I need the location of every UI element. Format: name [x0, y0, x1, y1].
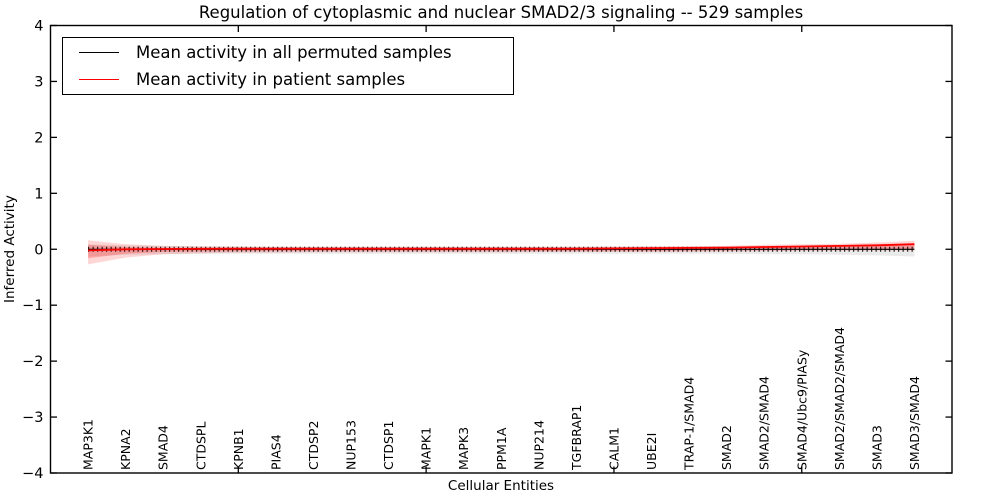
y-tick-label: −4: [22, 466, 43, 482]
x-category-label: MAPK3: [456, 427, 471, 470]
x-category-label: CTDSPL: [193, 422, 208, 470]
x-category-label: SMAD3: [869, 425, 884, 470]
x-category-label: SMAD3/SMAD4: [907, 376, 922, 470]
patient-line-swatch: [79, 79, 119, 81]
x-category-label: PPM1A: [494, 427, 509, 470]
x-category-label: SMAD4: [156, 425, 171, 470]
x-category-label: NUP214: [531, 420, 546, 470]
patient-band-outer: [88, 240, 915, 265]
y-tick-label: −2: [22, 354, 43, 370]
x-category-label: SMAD2/SMAD4: [757, 376, 772, 470]
y-tick-label: 4: [34, 19, 43, 35]
permuted-line-swatch: [79, 51, 119, 53]
y-tick-label: 2: [34, 130, 43, 146]
x-category-label: KPNA2: [118, 428, 133, 470]
legend: Mean activity in all permuted samples Me…: [62, 37, 514, 95]
patient-band-inner: [88, 243, 915, 259]
legend-item-patient: Mean activity in patient samples: [63, 67, 513, 93]
y-tick-label: −3: [22, 410, 43, 426]
x-category-label: SMAD2/SMAD2/SMAD4: [832, 327, 847, 470]
y-tick-label: −1: [22, 298, 43, 314]
legend-label-patient: Mean activity in patient samples: [136, 70, 406, 90]
x-category-label: TGFBRAP1: [569, 405, 584, 471]
x-axis-label: Cellular Entities: [447, 478, 555, 494]
x-category-label: TRAP-1/SMAD4: [682, 377, 697, 471]
x-category-label: NUP153: [344, 420, 359, 470]
x-category-label: CTDSP1: [381, 421, 396, 470]
x-category-label: CTDSP2: [306, 421, 321, 470]
legend-item-permuted: Mean activity in all permuted samples: [63, 39, 513, 65]
x-category-label: KPNB1: [231, 428, 246, 470]
y-tick-label: 0: [34, 242, 43, 258]
y-tick-label: 3: [34, 74, 43, 90]
x-category-label: SMAD4/Ubc9/PIASy: [794, 349, 809, 470]
patient-mean-line: [88, 243, 915, 252]
x-category-label: PIAS4: [268, 434, 283, 470]
x-category-label: UBE2I: [644, 433, 659, 470]
y-tick-label: 1: [34, 186, 43, 202]
chart-title: Regulation of cytoplasmic and nuclear SM…: [198, 3, 804, 22]
legend-label-permuted: Mean activity in all permuted samples: [136, 42, 452, 62]
x-category-label: MAPK1: [419, 427, 434, 470]
x-category-label: SMAD2: [719, 425, 734, 470]
x-category-label: CALM1: [606, 427, 621, 470]
x-category-label: MAP3K1: [81, 419, 96, 470]
